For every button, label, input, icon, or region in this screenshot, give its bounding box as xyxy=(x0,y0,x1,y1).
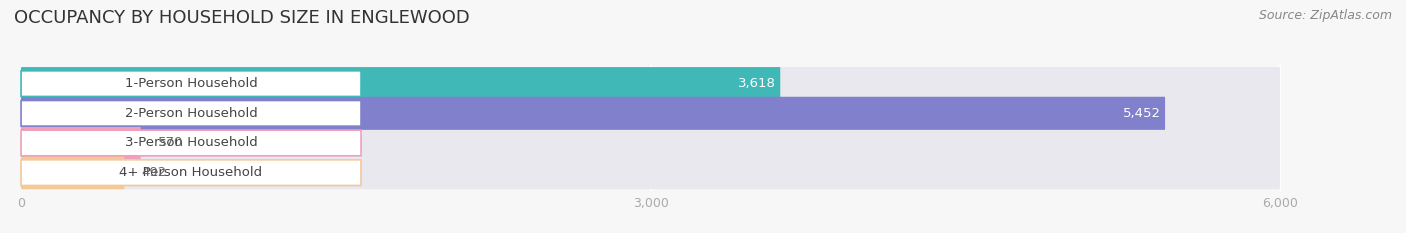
FancyBboxPatch shape xyxy=(21,67,780,100)
FancyBboxPatch shape xyxy=(21,130,361,156)
FancyBboxPatch shape xyxy=(21,160,361,185)
FancyBboxPatch shape xyxy=(21,127,1279,160)
FancyBboxPatch shape xyxy=(21,97,1166,130)
Text: Source: ZipAtlas.com: Source: ZipAtlas.com xyxy=(1258,9,1392,22)
Text: 2-Person Household: 2-Person Household xyxy=(125,107,257,120)
FancyBboxPatch shape xyxy=(21,97,1279,130)
FancyBboxPatch shape xyxy=(21,100,361,126)
Text: 4+ Person Household: 4+ Person Household xyxy=(120,166,263,179)
FancyBboxPatch shape xyxy=(21,71,361,96)
FancyBboxPatch shape xyxy=(21,127,141,160)
Text: 5,452: 5,452 xyxy=(1123,107,1161,120)
FancyBboxPatch shape xyxy=(21,156,124,189)
Text: 570: 570 xyxy=(157,137,183,150)
Text: 3-Person Household: 3-Person Household xyxy=(125,137,257,150)
Text: 3,618: 3,618 xyxy=(738,77,776,90)
FancyBboxPatch shape xyxy=(21,156,1279,189)
Text: 492: 492 xyxy=(141,166,166,179)
FancyBboxPatch shape xyxy=(21,67,1279,100)
Text: 1-Person Household: 1-Person Household xyxy=(125,77,257,90)
Text: OCCUPANCY BY HOUSEHOLD SIZE IN ENGLEWOOD: OCCUPANCY BY HOUSEHOLD SIZE IN ENGLEWOOD xyxy=(14,9,470,27)
